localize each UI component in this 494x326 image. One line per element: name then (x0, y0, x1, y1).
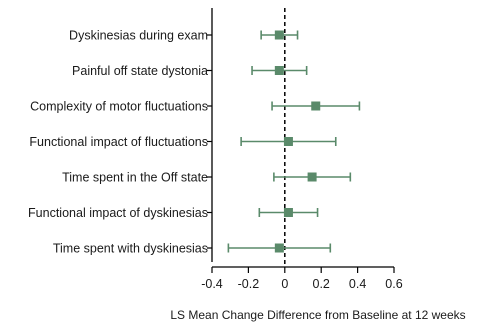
point-estimate-marker (283, 208, 293, 217)
category-label: Functional impact of dyskinesias (28, 206, 208, 220)
category-label: Functional impact of fluctuations (29, 135, 208, 149)
category-labels: Dyskinesias during exam Painful off state… (28, 29, 208, 256)
category-label: Painful off state dystonia (72, 64, 208, 78)
y-axis-ticks (207, 34, 212, 249)
estimate-row (273, 172, 352, 182)
category-label: Time spent in the Off state (62, 171, 208, 185)
x-axis-title: LS Mean Change Difference from Baseline … (170, 308, 465, 322)
estimate-row (251, 66, 308, 75)
point-estimate-marker (307, 172, 317, 182)
estimate-row (258, 208, 319, 217)
point-estimate-marker (274, 243, 284, 253)
estimate-row (260, 30, 299, 40)
x-tick-label: 0 (281, 277, 288, 291)
x-tick-label: -0.4 (201, 277, 223, 291)
category-label: Complexity of motor fluctuations (30, 100, 208, 114)
category-label: Dyskinesias during exam (69, 29, 208, 43)
point-estimate-marker (274, 30, 284, 40)
x-tick-label: 0.2 (313, 277, 330, 291)
x-tick-label: -0.2 (238, 277, 260, 291)
x-tick-label: 0.6 (385, 277, 402, 291)
estimate-row (227, 243, 332, 253)
x-tick-label: 0.4 (349, 277, 366, 291)
estimate-marks (227, 30, 361, 253)
point-estimate-marker (274, 66, 284, 75)
point-estimate-marker (283, 137, 293, 146)
estimate-row (271, 101, 361, 111)
x-axis-ticks: -0.4 -0.2 0 0.2 0.4 0.6 (201, 267, 403, 291)
estimate-row (240, 137, 337, 146)
category-label: Time spent with dyskinesias (53, 242, 208, 256)
point-estimate-marker (311, 101, 321, 111)
